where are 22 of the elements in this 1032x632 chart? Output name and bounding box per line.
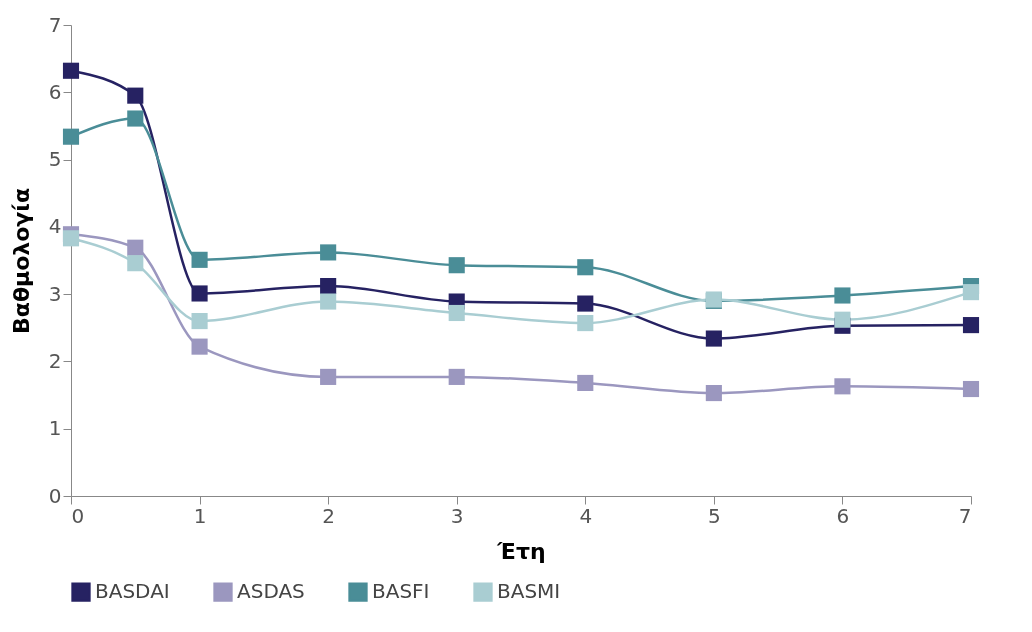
y-tick-label: 1 xyxy=(48,416,62,441)
y-tick-label: 7 xyxy=(48,12,62,37)
legend-label: BASDAI xyxy=(95,579,170,604)
y-tick-label: 5 xyxy=(48,147,62,172)
x-tick-label: 3 xyxy=(450,503,464,528)
x-tick-label: 5 xyxy=(707,503,721,528)
y-tick-label: 3 xyxy=(48,281,62,306)
x-axis-title: Έτη xyxy=(496,538,546,564)
y-tick-label: 2 xyxy=(48,348,62,373)
legend-label: ASDAS xyxy=(237,579,305,604)
y-axis-title: Βαθμολογία xyxy=(8,187,34,335)
y-tick-label: 6 xyxy=(48,79,62,104)
x-tick-label: 2 xyxy=(322,503,336,528)
x-tick-label: 4 xyxy=(579,503,593,528)
x-tick-label: 1 xyxy=(193,503,207,528)
legend-label: BASMI xyxy=(497,579,561,604)
y-tick-label: 0 xyxy=(48,483,62,508)
x-tick-label: 7 xyxy=(958,503,972,528)
x-tick-label: 0 xyxy=(71,503,85,528)
legend-label: BASFI xyxy=(372,579,430,604)
y-tick-label: 4 xyxy=(48,214,62,239)
x-tick-label: 6 xyxy=(836,503,850,528)
